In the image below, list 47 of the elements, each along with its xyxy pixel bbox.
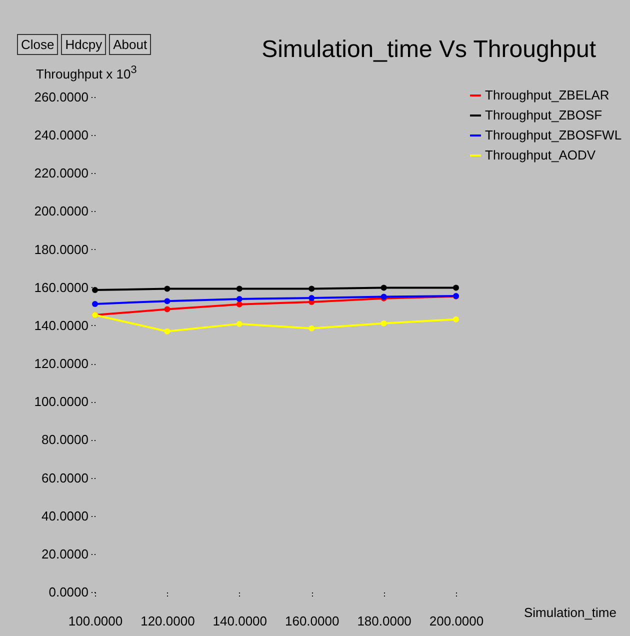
- y-tick-label: 80.0000: [42, 432, 88, 448]
- point: [164, 328, 170, 334]
- x-tick-label: 180.0000: [357, 614, 412, 628]
- text: Close: [17, 34, 58, 55]
- y-tick-label: 0.0000: [48, 584, 88, 600]
- x-tick-label: 140.0000: [212, 614, 268, 628]
- point: [308, 325, 315, 332]
- y-axis-title: Throughput x 10$^{3}$: [36, 64, 137, 82]
- x-tick-label: 200.0000: [429, 614, 484, 628]
- y-tick-label: 140.0000: [34, 318, 88, 333]
- y-tick-label: 120.0000: [34, 356, 88, 372]
- point: [236, 296, 242, 302]
- point: [236, 286, 242, 292]
- y-tick-label: 220.0000: [34, 166, 88, 181]
- legend-label: Throughput_ZBOSF: [485, 108, 602, 122]
- y-tick-label: 240.0000: [34, 128, 88, 143]
- legend-label: Throughput_AODV: [485, 148, 596, 162]
- y-tick-label: 260.0000: [34, 90, 88, 104]
- x-axis-title: Simulation_time: [524, 605, 616, 620]
- point: [308, 295, 315, 302]
- point: [236, 301, 242, 308]
- y-tick-label: 20.0000: [42, 546, 88, 562]
- text: Hdcpy: [61, 34, 106, 55]
- point: [453, 316, 459, 322]
- y-tick-label: 40.0000: [42, 508, 88, 524]
- point: [164, 286, 170, 292]
- y-tick-label: 180.0000: [34, 242, 88, 257]
- point: [308, 286, 315, 292]
- y-tick-label: 160.0000: [34, 280, 88, 295]
- point: [453, 284, 459, 291]
- x-tick-label: 160.0000: [284, 614, 340, 628]
- text: About: [109, 34, 152, 55]
- chart-title: Simulation_time Vs Throughput: [262, 36, 596, 64]
- point: [92, 300, 98, 307]
- point: [236, 320, 242, 327]
- y-tick-label: 100.0000: [34, 394, 88, 410]
- point: [164, 298, 170, 304]
- x-tick-label: 120.0000: [140, 614, 195, 628]
- point: [380, 320, 387, 326]
- point: [164, 306, 170, 312]
- point: [380, 284, 387, 291]
- legend-label: Throughput_ZBELAR: [485, 88, 610, 102]
- point: [92, 287, 98, 294]
- y-tick-label: 200.0000: [34, 204, 88, 219]
- x-tick-label: 100.0000: [68, 614, 123, 628]
- y-tick-label: 60.0000: [42, 470, 88, 486]
- legend-label: Throughput_ZBOSFWL: [485, 128, 622, 142]
